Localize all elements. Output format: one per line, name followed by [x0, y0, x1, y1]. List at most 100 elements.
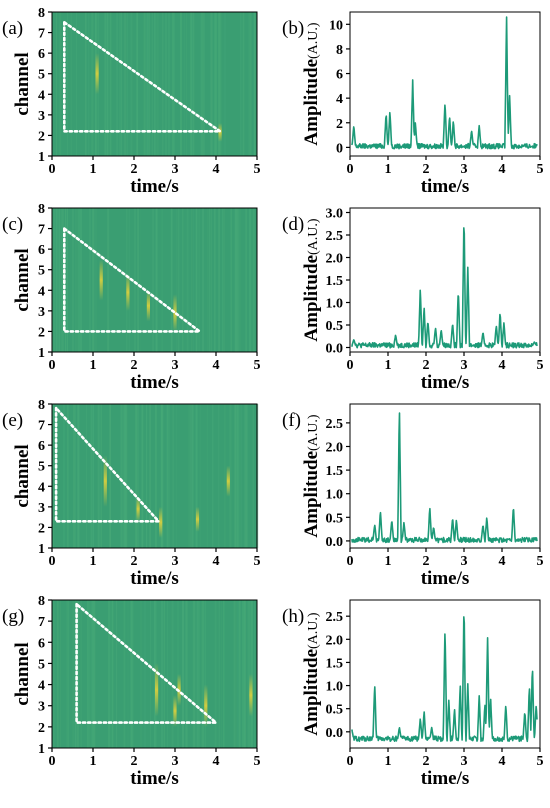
- y-tick-label: 1.0: [326, 297, 344, 312]
- heatmap-texture: [198, 600, 200, 748]
- heatmap-texture: [198, 208, 201, 352]
- dotted-triangle: [75, 601, 220, 724]
- x-tick-label: 3: [461, 754, 468, 769]
- x-tick-label: 0: [347, 358, 354, 373]
- x-tick-label: 1: [385, 554, 392, 569]
- heatmap-texture: [238, 600, 241, 748]
- amplitude-trace: [351, 16, 538, 150]
- y-tick-label: 7: [38, 615, 45, 630]
- y-axis-label: channel: [12, 52, 33, 115]
- heatmap-texture: [250, 12, 252, 156]
- heatmap-texture: [192, 404, 193, 548]
- heatmap-texture: [191, 208, 193, 352]
- panel-f: 0 1 2 3 4 5 0.0 0.5 1.0 1.5 2.0 2.5 time/s Amplitude(…: [282, 403, 544, 589]
- x-tick-label: 4: [213, 754, 220, 769]
- panel-label: (d): [282, 214, 304, 235]
- heatmap-texture: [153, 600, 156, 748]
- heatmap-texture: [109, 12, 112, 156]
- heatmap-texture: [193, 600, 196, 748]
- heatmap-texture: [163, 600, 165, 748]
- y-tick-label: 5: [38, 460, 45, 475]
- y-tick-label: 3.0: [326, 207, 344, 222]
- heatmap-hotspot: [99, 259, 103, 301]
- heatmap-texture: [79, 208, 80, 352]
- dotted-triangle: [63, 19, 225, 133]
- heatmap-texture: [100, 404, 102, 548]
- heatmap-texture: [254, 600, 255, 748]
- plot-frame: [349, 599, 541, 749]
- heatmap-texture: [208, 208, 210, 352]
- heatmap-texture: [182, 208, 184, 352]
- y-tick-label: 1.5: [326, 274, 344, 289]
- heatmap-hotspot: [146, 290, 150, 322]
- heatmap-texture: [80, 208, 83, 352]
- y-axis-label: Amplitude(A.U.): [301, 22, 322, 145]
- heatmap-texture: [218, 12, 221, 156]
- y-tick-label: 2: [38, 129, 45, 144]
- heatmap-texture: [212, 404, 214, 548]
- y-tick-label: 2.0: [326, 440, 344, 455]
- y-axis-label: Amplitude(A.U.): [301, 414, 322, 537]
- heatmap-texture: [148, 12, 151, 156]
- heatmap-texture: [161, 208, 163, 352]
- x-axis-label: time/s: [421, 768, 470, 789]
- heatmap-texture: [140, 600, 142, 748]
- heatmap-texture: [245, 208, 247, 352]
- heatmap-hotspot: [95, 53, 99, 95]
- x-tick-label: 0: [347, 162, 354, 177]
- heatmap-texture: [205, 600, 206, 748]
- x-tick-label: 5: [537, 358, 544, 373]
- heatmap-texture: [213, 12, 215, 156]
- heatmap-texture: [61, 208, 64, 352]
- heatmap-texture: [116, 12, 118, 156]
- heatmap-texture: [92, 404, 94, 548]
- y-tick-label: 0.5: [326, 511, 344, 526]
- x-tick-label: 5: [254, 162, 261, 177]
- panel-b: 0 1 2 3 4 5 0 2 4 6 8 10 time/s Amplitude(A.U.)(b): [282, 11, 544, 197]
- x-tick-label: 4: [213, 358, 220, 373]
- heatmap-texture: [93, 600, 96, 748]
- y-tick-label: 2: [38, 325, 45, 340]
- heatmap-texture: [220, 12, 222, 156]
- heatmap-hotspot: [173, 294, 177, 332]
- y-axis-label: channel: [12, 642, 33, 705]
- x-tick-label: 1: [385, 358, 392, 373]
- heatmap-texture: [217, 208, 220, 352]
- y-tick-label: 2: [38, 721, 45, 736]
- amplitude-trace: [351, 227, 538, 349]
- heatmap-texture: [170, 208, 172, 352]
- heatmap-texture: [135, 404, 137, 548]
- heatmap-texture: [167, 12, 170, 156]
- y-tick-label: 6: [38, 47, 45, 62]
- heatmap-hotspot: [249, 674, 253, 717]
- y-tick-label: 0.0: [326, 535, 344, 550]
- heatmap-texture: [218, 600, 220, 748]
- heatmap-texture: [104, 12, 107, 156]
- x-tick-label: 3: [172, 358, 179, 373]
- heatmap-texture: [252, 208, 255, 352]
- heatmap-texture: [237, 600, 239, 748]
- x-tick-label: 1: [385, 162, 392, 177]
- heatmap-texture: [146, 12, 149, 156]
- heatmap-texture: [77, 208, 80, 352]
- y-tick-label: 5: [38, 68, 45, 83]
- heatmap-texture: [183, 12, 185, 156]
- y-axis-label: channel: [12, 444, 33, 507]
- heatmap-texture: [84, 12, 86, 156]
- heatmap-texture: [111, 600, 114, 748]
- y-tick-label: 0.5: [326, 703, 344, 718]
- heatmap-texture: [56, 12, 57, 156]
- heatmap-texture: [156, 12, 159, 156]
- y-axis-label: Amplitude(A.U.): [301, 218, 322, 341]
- heatmap-texture: [52, 208, 54, 352]
- heatmap-texture: [66, 600, 68, 748]
- heatmap-hotspot: [195, 506, 200, 532]
- heatmap-texture: [62, 404, 65, 548]
- x-tick-label: 5: [537, 162, 544, 177]
- x-tick-label: 1: [90, 162, 97, 177]
- heatmap-texture: [74, 404, 76, 548]
- heatmap-texture: [172, 404, 174, 548]
- heatmap-texture: [161, 404, 164, 548]
- x-tick-label: 5: [254, 554, 261, 569]
- heatmap-texture: [192, 404, 194, 548]
